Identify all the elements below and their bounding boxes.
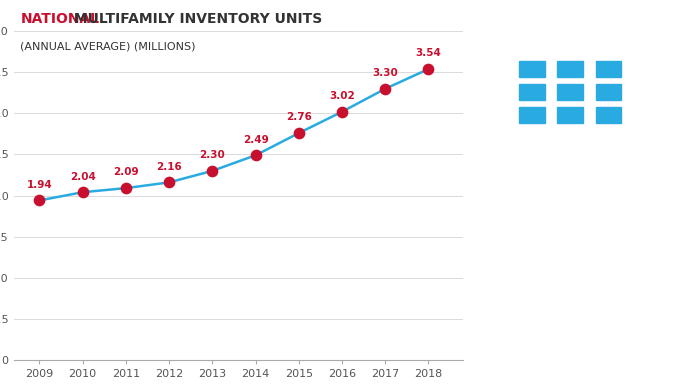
Bar <box>558 84 583 100</box>
Text: 2.76: 2.76 <box>286 113 312 122</box>
Point <box>207 168 218 174</box>
Text: Increase
in national
multifamily
unit inventory
since 2009: Increase in national multifamily unit in… <box>501 205 584 291</box>
Bar <box>596 107 621 123</box>
Text: MULTIFAMILY INVENTORY UNITS: MULTIFAMILY INVENTORY UNITS <box>69 12 322 26</box>
Text: (ANNUAL AVERAGE) (MILLIONS): (ANNUAL AVERAGE) (MILLIONS) <box>20 41 196 51</box>
Bar <box>521 41 620 51</box>
Bar <box>519 84 545 100</box>
Text: 2.16: 2.16 <box>156 162 182 172</box>
Bar <box>519 61 545 77</box>
Text: 2.04: 2.04 <box>70 172 96 181</box>
Point <box>77 189 88 196</box>
Bar <box>519 107 545 123</box>
Bar <box>558 61 583 77</box>
Point <box>423 66 434 72</box>
Text: 82%: 82% <box>501 156 574 185</box>
Point <box>250 152 261 158</box>
Bar <box>558 107 583 123</box>
Text: 1.94: 1.94 <box>26 180 52 190</box>
Point <box>337 109 348 115</box>
Text: NATIONAL: NATIONAL <box>20 12 99 26</box>
Bar <box>596 61 621 77</box>
Text: 2.49: 2.49 <box>243 135 269 145</box>
Point <box>121 185 132 191</box>
Bar <box>596 84 621 100</box>
Point <box>294 130 304 136</box>
Text: 2.09: 2.09 <box>113 167 138 178</box>
Text: 3.02: 3.02 <box>329 91 355 101</box>
Text: 3.54: 3.54 <box>416 48 441 58</box>
Text: 2.30: 2.30 <box>200 150 225 160</box>
Bar <box>512 51 628 136</box>
Text: 3.30: 3.30 <box>373 68 398 78</box>
Point <box>164 179 175 185</box>
Point <box>34 197 45 204</box>
Point <box>380 86 391 92</box>
